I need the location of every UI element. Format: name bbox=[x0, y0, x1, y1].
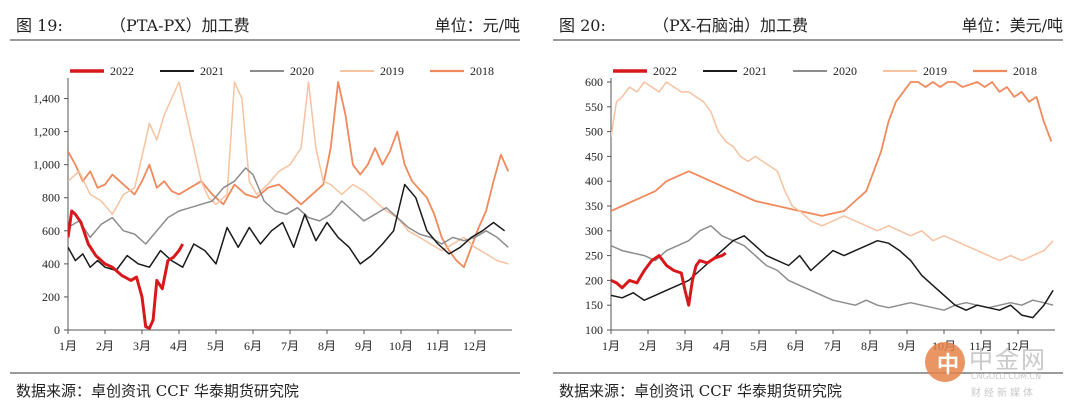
figure-title: （PTA-PX）加工费 bbox=[110, 16, 250, 35]
y-tick-label: 250 bbox=[585, 249, 603, 263]
legend-label-2018: 2018 bbox=[1013, 64, 1037, 78]
y-tick-label: 1,200 bbox=[33, 125, 60, 139]
y-tick-label: 200 bbox=[42, 290, 60, 304]
y-tick-label: 800 bbox=[42, 191, 60, 205]
y-tick-label: 0 bbox=[54, 323, 60, 337]
legend-label-2018: 2018 bbox=[470, 64, 494, 78]
x-tick-label: 9月 bbox=[898, 339, 916, 353]
watermark-name: 中金网 bbox=[969, 346, 1047, 374]
top-rule bbox=[553, 39, 1063, 41]
y-tick-label: 500 bbox=[585, 125, 603, 139]
y-tick-label: 550 bbox=[585, 100, 603, 114]
x-tick-label: 8月 bbox=[861, 339, 879, 353]
data-source: 数据来源：卓创资讯 CCF 华泰期货研究院 bbox=[16, 382, 299, 400]
figure-number: 图 19: bbox=[16, 16, 63, 35]
legend-label-2021: 2021 bbox=[200, 64, 224, 78]
watermark-tagline: 财经新媒体 bbox=[971, 388, 1036, 399]
legend-label-2022: 2022 bbox=[653, 64, 677, 78]
legend-label-2022: 2022 bbox=[110, 64, 134, 78]
x-tick-label: 8月 bbox=[318, 339, 336, 353]
x-tick-label: 2月 bbox=[96, 339, 114, 353]
y-tick-label: 1,400 bbox=[33, 92, 60, 106]
watermark-logo-glyph: 中 bbox=[937, 353, 960, 378]
x-tick-label: 9月 bbox=[355, 339, 373, 353]
x-tick-label: 2月 bbox=[639, 339, 657, 353]
x-tick-label: 7月 bbox=[824, 339, 842, 353]
x-tick-label: 7月 bbox=[281, 339, 299, 353]
x-tick-label: 6月 bbox=[244, 339, 262, 353]
figure-title-row: 图 19: （PTA-PX）加工费 单位：元/吨 bbox=[10, 10, 520, 36]
y-tick-label: 150 bbox=[585, 298, 603, 312]
x-tick-label: 1月 bbox=[602, 339, 620, 353]
series-line-2021 bbox=[68, 183, 506, 272]
y-tick-label: 300 bbox=[585, 224, 603, 238]
series-line-2022 bbox=[611, 251, 727, 307]
ptapx-line-chart: 2022 2021 2020 2019 2018 0 200 400 600 800 1,000 1,… bbox=[33, 64, 512, 353]
x-tick-label: 4月 bbox=[170, 339, 188, 353]
data-source: 数据来源：卓创资讯 CCF 华泰期货研究院 bbox=[559, 382, 842, 400]
figure-title-row: 图 20: （PX-石脑油）加工费 单位：美元/吨 bbox=[553, 10, 1063, 36]
watermark-domain: CNGOLD.COM.CN bbox=[971, 372, 1042, 381]
pxnaphtha-line-chart: 2022 2021 2020 2019 2018 100 150 200 250 300 350 40… bbox=[585, 64, 1055, 353]
legend: 2022 2021 2020 2019 2018 bbox=[613, 64, 1037, 78]
x-tick-label: 12月 bbox=[1006, 339, 1030, 353]
series-line-2018 bbox=[68, 81, 510, 269]
series-line-2018 bbox=[611, 81, 1053, 217]
x-tick-label: 6月 bbox=[787, 339, 805, 353]
x-tick-label: 5月 bbox=[750, 339, 768, 353]
figure-number: 图 20: bbox=[559, 16, 606, 35]
legend-label-2020: 2020 bbox=[833, 64, 857, 78]
chart-panel-left: 图 19: （PTA-PX）加工费 单位：元/吨 2022 2021 2020 201… bbox=[10, 0, 530, 412]
x-tick-label: 12月 bbox=[463, 339, 487, 353]
bottom-rule bbox=[10, 372, 520, 374]
x-tick-label: 5月 bbox=[207, 339, 225, 353]
y-tick-label: 100 bbox=[585, 323, 603, 337]
watermark-logo-icon: 中 bbox=[925, 342, 965, 382]
x-tick-label: 11月 bbox=[426, 339, 450, 353]
y-tick-label: 600 bbox=[42, 224, 60, 238]
series-line-2019 bbox=[611, 81, 1054, 262]
legend-label-2020: 2020 bbox=[290, 64, 314, 78]
y-tick-label: 600 bbox=[585, 75, 603, 89]
series-line-2019 bbox=[68, 81, 509, 265]
y-tick-label: 200 bbox=[585, 273, 603, 287]
legend-label-2019: 2019 bbox=[923, 64, 947, 78]
legend: 2022 2021 2020 2019 2018 bbox=[70, 64, 494, 78]
x-tick-label: 10月 bbox=[389, 339, 413, 353]
x-tick-label: 3月 bbox=[676, 339, 694, 353]
y-tick-label: 1,000 bbox=[33, 158, 60, 172]
x-tick-label: 11月 bbox=[969, 339, 993, 353]
y-tick-label: 450 bbox=[585, 149, 603, 163]
legend-label-2021: 2021 bbox=[743, 64, 767, 78]
x-tick-label: 1月 bbox=[59, 339, 77, 353]
watermark: 中 中金网 CNGOLD.COM.CN 财经新媒体 bbox=[925, 334, 1075, 404]
figure-unit: 单位：美元/吨 bbox=[961, 16, 1063, 35]
x-tick-label: 4月 bbox=[713, 339, 731, 353]
y-tick-label: 400 bbox=[585, 174, 603, 188]
y-tick-label: 400 bbox=[42, 257, 60, 271]
figure-title: （PX-石脑油）加工费 bbox=[653, 16, 808, 35]
series-line-2021 bbox=[611, 235, 1054, 319]
y-tick-label: 350 bbox=[585, 199, 603, 213]
series-line-2022 bbox=[68, 209, 185, 330]
bottom-rule bbox=[553, 372, 1063, 374]
top-rule bbox=[10, 39, 520, 41]
chart-panel-right: 图 20: （PX-石脑油）加工费 单位：美元/吨 2022 2021 2020 20… bbox=[553, 0, 1073, 412]
legend-label-2019: 2019 bbox=[380, 64, 404, 78]
series-line-2020 bbox=[611, 225, 1054, 311]
x-tick-label: 3月 bbox=[133, 339, 151, 353]
figure-unit: 单位：元/吨 bbox=[434, 16, 520, 35]
